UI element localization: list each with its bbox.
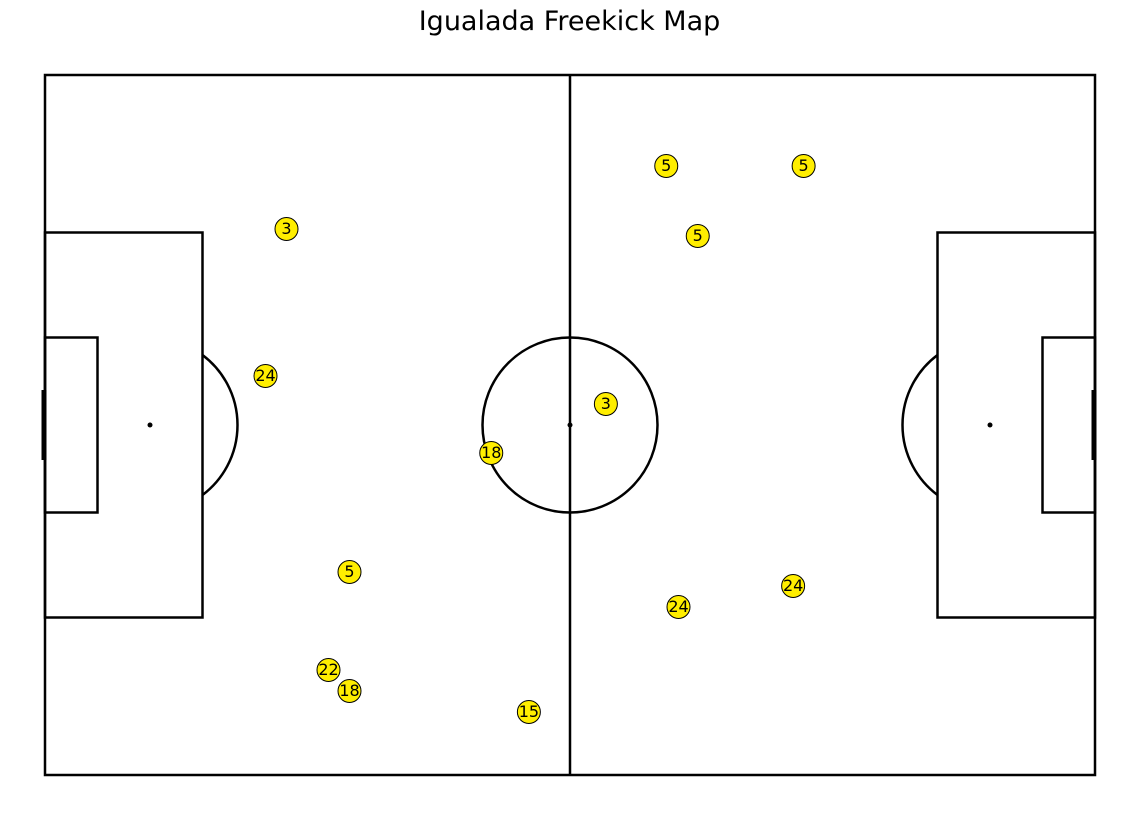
marker-label: 5 — [344, 562, 354, 581]
freekick-marker: 5 — [654, 154, 679, 178]
freekick-marker: 3 — [274, 217, 299, 241]
left-penalty-spot — [147, 422, 153, 428]
freekick-marker: 24 — [666, 595, 691, 619]
left-six-yard-box — [43, 336, 99, 514]
freekick-marker: 18 — [337, 679, 362, 703]
freekick-marker: 5 — [791, 154, 816, 178]
centre-spot — [567, 422, 573, 428]
marker-point — [337, 679, 362, 703]
marker-point — [274, 217, 299, 241]
marker-point — [516, 700, 541, 724]
chart-title: Igualada Freekick Map — [418, 6, 721, 37]
marker-point — [479, 441, 504, 465]
pitch-lines — [41, 73, 1097, 777]
marker-label: 5 — [799, 156, 809, 175]
marker-label: 18 — [339, 681, 359, 700]
freekick-marker: 3 — [593, 392, 618, 416]
marker-label: 22 — [318, 660, 338, 679]
marker-point — [685, 224, 710, 248]
freekick-marker: 24 — [253, 364, 278, 388]
centre-circle — [481, 336, 659, 514]
marker-label: 24 — [783, 576, 803, 595]
right-penalty-area — [936, 231, 1097, 619]
marker-point — [791, 154, 816, 178]
marker-point — [781, 574, 806, 598]
marker-label: 3 — [601, 394, 611, 413]
freekick-marker: 22 — [316, 658, 341, 682]
right-penalty-spot — [987, 422, 993, 428]
marker-label: 5 — [661, 156, 671, 175]
marker-label: 5 — [693, 226, 703, 245]
marker-point — [316, 658, 341, 682]
marker-label: 18 — [481, 443, 501, 462]
marker-label: 24 — [668, 597, 688, 616]
marker-point — [666, 595, 691, 619]
marker-label: 24 — [255, 366, 275, 385]
marker-label: 3 — [281, 219, 291, 238]
marker-point — [654, 154, 679, 178]
freekick-marker: 5 — [337, 560, 362, 584]
right-six-yard-box — [1041, 336, 1097, 514]
marker-label: 15 — [519, 702, 539, 721]
left-penalty-area — [43, 231, 204, 619]
right-penalty-arc — [901, 354, 939, 496]
marker-point — [337, 560, 362, 584]
freekick-marker: 24 — [781, 574, 806, 598]
freekick-marker: 15 — [516, 700, 541, 724]
marker-point — [593, 392, 618, 416]
left-penalty-arc — [201, 354, 239, 496]
freekick-marker: 18 — [479, 441, 504, 465]
marker-point — [253, 364, 278, 388]
freekick-marker: 5 — [685, 224, 710, 248]
